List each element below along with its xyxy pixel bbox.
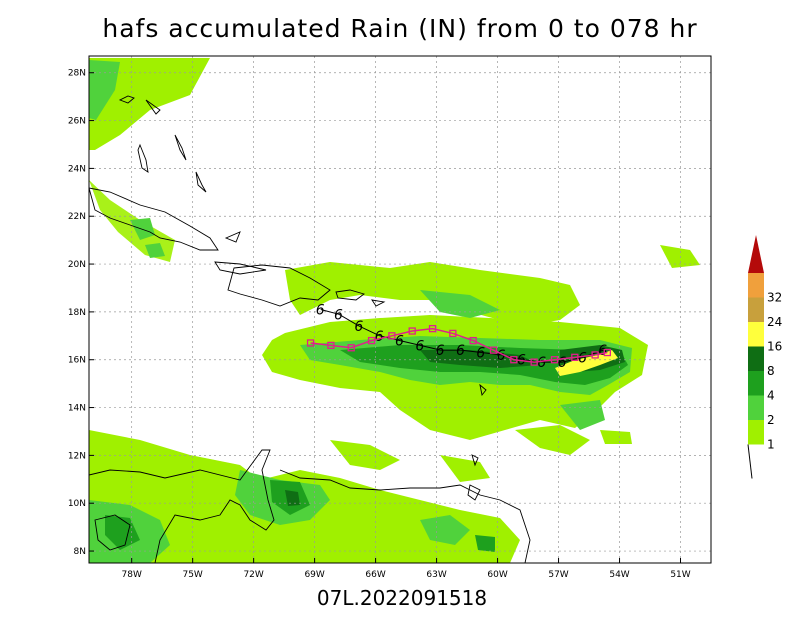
track-square-marker — [327, 341, 335, 350]
track-square-marker — [367, 336, 376, 345]
lat-label: 22N — [68, 212, 86, 222]
lat-label: 20N — [68, 260, 86, 270]
track-square-marker — [388, 332, 396, 340]
colorbar-swatch — [748, 273, 764, 298]
coastlines — [89, 95, 531, 563]
storm-symbol: 6 — [537, 355, 546, 371]
lon-label: 57W — [548, 570, 568, 580]
colorbar-label: 16 — [767, 340, 782, 354]
lon-label: 63W — [426, 570, 446, 580]
storm-symbol: 6 — [558, 355, 567, 371]
colorbar-label: 1 — [767, 438, 775, 452]
colorbar-label: 4 — [767, 389, 775, 403]
track-square-marker — [550, 356, 559, 364]
track-square-marker — [510, 356, 518, 364]
storm-symbol: 6 — [375, 329, 384, 345]
track-square-marker — [408, 327, 416, 335]
track-line-magenta — [310, 327, 608, 363]
track-square-marker — [489, 346, 498, 354]
lat-label: 8N — [74, 547, 86, 557]
colorbar-label: 32 — [767, 291, 782, 305]
lat-label: 10N — [68, 499, 86, 509]
storm-symbol: 6 — [476, 346, 485, 362]
track-square-marker — [428, 324, 437, 333]
colorbar-swatch — [748, 346, 764, 371]
lat-label: 16N — [68, 356, 86, 366]
lon-label: 78W — [122, 570, 142, 580]
latitude-labels: 28N 26N 24N 22N 20N 18N 16N 14N 12N 10N 8N — [68, 69, 94, 557]
colorbar-swatch — [748, 395, 764, 420]
lon-label: 51W — [670, 570, 690, 580]
storm-symbol: 6 — [334, 307, 343, 323]
map-title: hafs accumulated Rain (IN) from 0 to 078… — [102, 14, 698, 43]
storm-symbol: 6 — [436, 343, 445, 359]
lat-label: 18N — [68, 308, 86, 318]
track-square-marker — [306, 339, 315, 347]
lon-label: 75W — [182, 570, 202, 580]
rain-field — [89, 58, 700, 563]
storm-symbol: 6 — [415, 338, 424, 354]
colorbar-swatch — [748, 297, 764, 322]
longitude-labels: 78W 75W 72W 69W 66W 63W 60W 57W 54W 51W — [122, 558, 691, 580]
storm-symbol: 6 — [456, 343, 465, 359]
track-square-marker — [603, 348, 611, 357]
colorbar-top-arrow — [748, 235, 764, 273]
storm-tracks: 6 666 6 6 6 6 6 6 6 6 6 6 6 — [306, 303, 611, 371]
storm-id-label: 07L.2022091518 — [316, 586, 488, 610]
storm-symbol: 6 — [395, 334, 404, 350]
lon-label: 72W — [243, 570, 263, 580]
track-square-marker — [591, 351, 599, 359]
colorbar-label: 2 — [767, 413, 775, 427]
storm-symbol: 6 — [598, 343, 607, 359]
track-square-marker — [449, 329, 457, 338]
track-square-marker — [530, 358, 538, 366]
track-square-marker — [469, 336, 477, 345]
track-square-marker — [347, 344, 355, 352]
lat-label: 14N — [68, 404, 86, 414]
colorbar-label: 8 — [767, 364, 775, 378]
storm-symbol: 6 — [497, 348, 506, 364]
storm-symbol: 6 — [354, 319, 363, 335]
colorbar-swatch — [748, 371, 764, 396]
colorbar-label: 24 — [767, 315, 782, 329]
lon-label: 54W — [609, 570, 629, 580]
colorbar-swatch — [748, 420, 764, 445]
colorbar-swatch — [748, 322, 764, 347]
lon-label: 66W — [365, 570, 385, 580]
graticule — [89, 56, 711, 563]
map-frame — [88, 55, 712, 564]
lon-label: 69W — [304, 570, 324, 580]
lat-label: 26N — [68, 117, 86, 127]
track-square-marker — [571, 353, 579, 361]
colorbar-bottom-tail — [747, 444, 753, 479]
lat-label: 24N — [68, 164, 86, 174]
lat-label: 12N — [68, 451, 86, 461]
lon-label: 60W — [487, 570, 507, 580]
lat-label: 28N — [68, 69, 86, 79]
storm-symbol: 6 — [316, 303, 325, 319]
storm-symbol: 6 — [578, 350, 587, 366]
